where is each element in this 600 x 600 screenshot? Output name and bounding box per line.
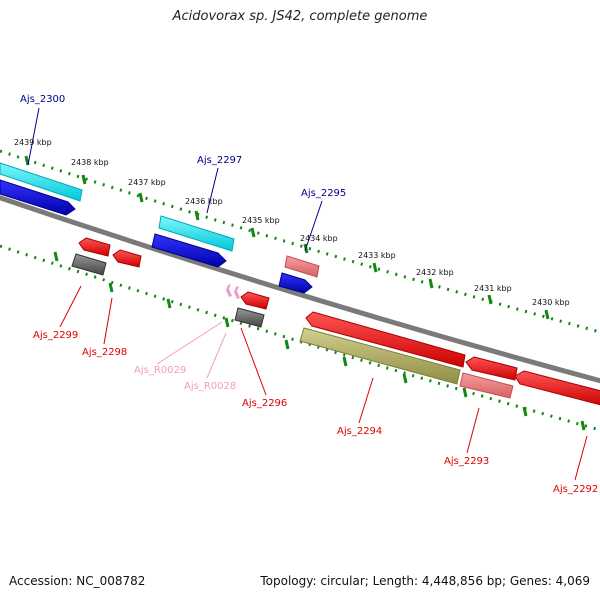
gene-bar-ajs-2295-blue[interactable] xyxy=(278,272,313,294)
gene-label-ajs-2298[interactable]: Ajs_2298 xyxy=(82,347,127,358)
upper-leader-lines xyxy=(27,107,323,252)
kbp-label: 2437 kbp xyxy=(128,178,166,187)
map-title: Acidovorax sp. JS42, complete genome xyxy=(172,9,428,24)
gene-label-ajs-r0029[interactable]: Ajs_R0029 xyxy=(134,365,186,376)
lower-ruler xyxy=(0,244,600,432)
kbp-label: 2436 kbp xyxy=(185,197,223,206)
topology-text: Topology: circular; Length: 4,448,856 bp… xyxy=(260,574,590,588)
gene-bar-ajs-2294-red[interactable] xyxy=(305,311,466,368)
rna-chevron-ajs-r0029[interactable] xyxy=(226,284,232,297)
gene-bar-ajs-2299[interactable] xyxy=(78,237,111,257)
gene-bar-ajs-2298[interactable] xyxy=(112,249,142,268)
gene-label-ajs-2292[interactable]: Ajs_2292 xyxy=(553,484,598,495)
gene-bar-ajs-2293-red[interactable] xyxy=(465,356,518,381)
gene-label-ajs-2296[interactable]: Ajs_2296 xyxy=(242,398,287,409)
kbp-label: 2433 kbp xyxy=(358,251,396,260)
gene-bar-ajs-2300-blue[interactable] xyxy=(0,179,76,216)
genome-backbone xyxy=(0,195,600,384)
gene-bar-ajs-2296[interactable] xyxy=(240,291,270,310)
rna-chevron-ajs-r0028[interactable] xyxy=(234,286,240,299)
gene-bar-pink[interactable] xyxy=(284,255,320,278)
gene-label-ajs-2300[interactable]: Ajs_2300 xyxy=(20,94,65,105)
gene-label-ajs-2293[interactable]: Ajs_2293 xyxy=(444,456,489,467)
gene-bar-ajs-2294-olive[interactable] xyxy=(299,327,461,385)
kbp-label: 2435 kbp xyxy=(242,216,280,225)
upper-strand-features xyxy=(0,162,320,294)
kbp-label: 2434 kbp xyxy=(300,234,338,243)
kbp-label: 2439 kbp xyxy=(14,138,52,147)
gene-label-ajs-2297[interactable]: Ajs_2297 xyxy=(197,155,242,166)
kbp-label: 2431 kbp xyxy=(474,284,512,293)
kbp-label: 2438 kbp xyxy=(71,158,109,167)
upper-ruler xyxy=(0,149,600,334)
gene-label-ajs-2295[interactable]: Ajs_2295 xyxy=(301,188,346,199)
lower-strand-features xyxy=(71,237,600,406)
gene-bar-gray-left[interactable] xyxy=(71,253,107,276)
kbp-label: 2432 kbp xyxy=(416,268,454,277)
accession-text: Accession: NC_008782 xyxy=(9,574,146,588)
gene-label-ajs-2294[interactable]: Ajs_2294 xyxy=(337,426,382,437)
lower-leader-lines xyxy=(59,285,588,481)
gene-label-ajs-r0028[interactable]: Ajs_R0028 xyxy=(184,381,236,392)
gene-label-ajs-2299[interactable]: Ajs_2299 xyxy=(33,330,78,341)
gene-bar-gray-mid[interactable] xyxy=(234,307,265,328)
gene-bar-ajs-2297-blue[interactable] xyxy=(151,233,227,268)
gene-bar-ajs-2297-cyan[interactable] xyxy=(158,215,235,252)
gene-bar-ajs-2300-cyan[interactable] xyxy=(0,162,83,202)
kbp-label: 2430 kbp xyxy=(532,298,570,307)
gene-bar-ajs-2292-red[interactable] xyxy=(514,370,600,406)
gene-bar-ajs-2293-pink[interactable] xyxy=(459,372,514,399)
